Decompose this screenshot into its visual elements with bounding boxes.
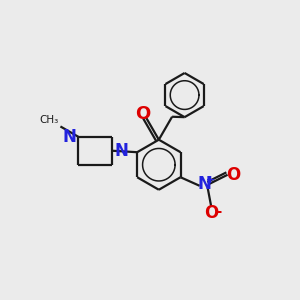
Text: CH₃: CH₃ — [40, 115, 59, 125]
Text: N: N — [62, 128, 76, 146]
Text: O: O — [226, 166, 240, 184]
Text: O: O — [136, 105, 151, 123]
Text: N: N — [197, 175, 211, 193]
Text: N: N — [115, 142, 128, 160]
Text: +: + — [206, 176, 215, 185]
Text: -: - — [215, 204, 222, 219]
Text: O: O — [204, 204, 218, 222]
